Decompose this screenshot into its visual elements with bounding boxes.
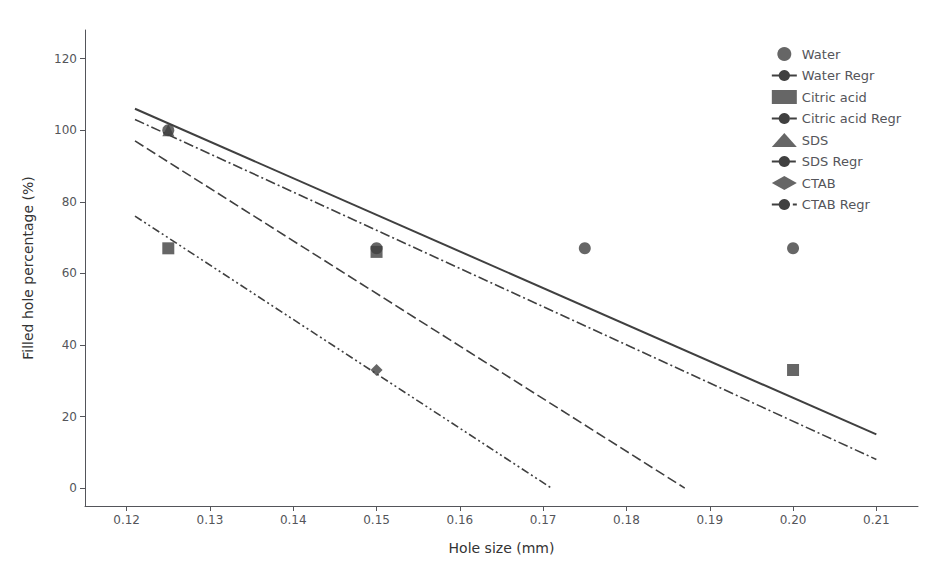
svg-text:0.17: 0.17 <box>530 513 557 527</box>
svg-text:Citric acid: Citric acid <box>802 90 867 105</box>
svg-text:0.12: 0.12 <box>113 513 140 527</box>
svg-text:0.20: 0.20 <box>780 513 807 527</box>
svg-text:80: 80 <box>62 195 77 209</box>
svg-text:0.15: 0.15 <box>363 513 390 527</box>
svg-text:0.14: 0.14 <box>280 513 307 527</box>
svg-text:100: 100 <box>54 123 77 137</box>
svg-text:CTAB Regr: CTAB Regr <box>802 197 871 212</box>
svg-text:120: 120 <box>54 52 77 66</box>
svg-text:SDS Regr: SDS Regr <box>802 154 863 169</box>
svg-text:0.18: 0.18 <box>613 513 640 527</box>
svg-text:Filled hole percentage (%): Filled hole percentage (%) <box>20 176 36 359</box>
svg-text:CTAB: CTAB <box>802 176 836 191</box>
svg-text:Water: Water <box>802 47 841 62</box>
svg-text:0.19: 0.19 <box>696 513 723 527</box>
svg-text:60: 60 <box>62 266 77 280</box>
svg-text:0: 0 <box>69 481 77 495</box>
svg-text:0.16: 0.16 <box>446 513 473 527</box>
svg-text:0.13: 0.13 <box>197 513 224 527</box>
svg-text:SDS: SDS <box>802 133 829 148</box>
svg-text:40: 40 <box>62 338 77 352</box>
svg-text:20: 20 <box>62 410 77 424</box>
svg-text:Water Regr: Water Regr <box>802 68 875 83</box>
svg-text:Citric acid Regr: Citric acid Regr <box>802 111 902 126</box>
svg-text:Hole size (mm): Hole size (mm) <box>449 540 555 556</box>
svg-text:0.21: 0.21 <box>863 513 890 527</box>
